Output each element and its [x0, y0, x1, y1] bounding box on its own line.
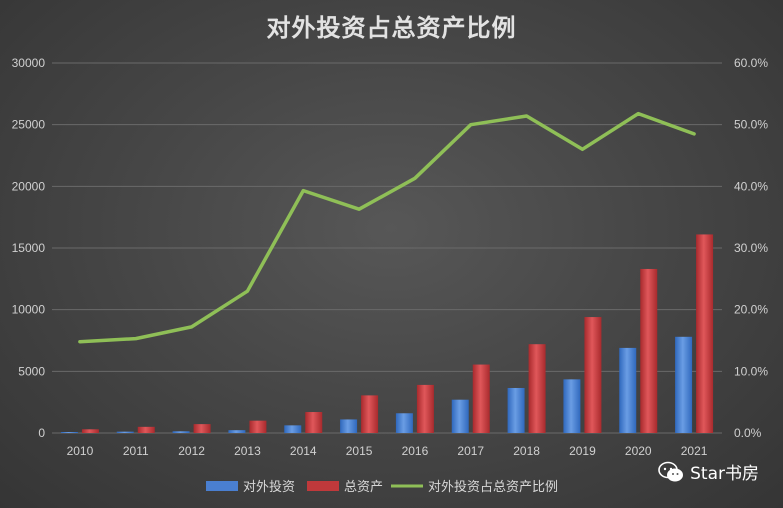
x-tick-label: 2019 — [569, 444, 596, 458]
x-axis-ticks: 2010 2011 2012 2013 2014 2015 2016 2017 2018 2019… — [67, 444, 708, 458]
legend-swatch-investment — [206, 481, 238, 491]
y-right-tick-label: 30.0% — [734, 241, 768, 255]
x-tick-label: 2017 — [457, 444, 484, 458]
y-left-tick-label: 20000 — [12, 179, 46, 193]
bar-total-assets-2011 — [137, 426, 155, 433]
bar-investment-2021 — [675, 336, 693, 433]
y-left-tick-label: 15000 — [12, 241, 46, 255]
bar-investment-2016 — [395, 413, 413, 433]
wechat-icon — [658, 461, 684, 481]
y-right-tick-label: 60.0% — [734, 56, 768, 70]
x-tick-label: 2016 — [402, 444, 429, 458]
bar-investment-2014 — [284, 425, 302, 433]
bar-total-assets-2010 — [81, 429, 99, 433]
legend: 对外投资 总资产 对外投资占总资产比例 — [206, 479, 558, 495]
bar-total-assets-2017 — [472, 364, 490, 433]
bar-series — [60, 234, 714, 433]
legend-label-total-assets: 总资产 — [344, 480, 383, 495]
bar-investment-2011 — [116, 431, 134, 433]
bar-investment-2018 — [507, 387, 525, 433]
x-tick-label: 2014 — [290, 444, 317, 458]
x-tick-label: 2020 — [625, 444, 652, 458]
bar-total-assets-2015 — [361, 395, 379, 433]
legend-label-investment: 对外投资 — [243, 479, 295, 495]
bar-investment-2019 — [563, 379, 581, 433]
bar-total-assets-2014 — [305, 412, 323, 433]
bar-investment-2012 — [172, 431, 190, 433]
legend-label-ratio: 对外投资占总资产比例 — [428, 479, 558, 495]
y-right-tick-label: 20.0% — [734, 303, 768, 317]
y-right-tick-label: 0.0% — [734, 426, 762, 440]
x-tick-label: 2011 — [123, 444, 149, 458]
ratio-line — [78, 111, 696, 344]
y-right-tick-label: 50.0% — [734, 118, 768, 132]
x-tick-label: 2012 — [178, 444, 205, 458]
bar-total-assets-2021 — [696, 234, 714, 433]
y-left-tick-label: 10000 — [12, 303, 46, 317]
bar-total-assets-2019 — [584, 317, 602, 433]
y-left-tick-label: 5000 — [18, 364, 45, 378]
bar-investment-2010 — [60, 432, 78, 433]
x-tick-label: 2015 — [346, 444, 373, 458]
bar-investment-2015 — [340, 419, 358, 433]
y-right-tick-label: 40.0% — [734, 179, 768, 193]
bar-total-assets-2020 — [640, 268, 658, 433]
watermark-text: Star书房 — [690, 464, 759, 484]
x-tick-label: 2018 — [513, 444, 540, 458]
y-left-tick-label: 30000 — [12, 56, 46, 70]
y-left-tick-label: 0 — [38, 426, 45, 440]
legend-swatch-total-assets — [307, 481, 339, 491]
bar-investment-2013 — [228, 430, 246, 433]
line-series — [78, 111, 696, 344]
x-tick-label: 2010 — [67, 444, 94, 458]
left-axis-ticks: 0 5000 10000 15000 20000 25000 30000 — [12, 56, 46, 440]
x-tick-label: 2021 — [681, 444, 708, 458]
watermark: Star书房 — [658, 459, 759, 484]
grid-lines — [52, 62, 722, 434]
bar-total-assets-2018 — [528, 344, 546, 433]
y-right-tick-label: 10.0% — [734, 364, 768, 378]
bar-total-assets-2016 — [416, 384, 434, 433]
bar-investment-2017 — [451, 399, 469, 433]
bar-investment-2020 — [619, 347, 637, 433]
right-axis-ticks: 0.0% 10.0% 20.0% 30.0% 40.0% 50.0% 60.0% — [734, 56, 768, 440]
chart-title: 对外投资占总资产比例 — [266, 14, 517, 42]
x-tick-label: 2013 — [234, 444, 261, 458]
y-left-tick-label: 25000 — [12, 118, 46, 132]
bar-total-assets-2013 — [249, 420, 267, 433]
bar-total-assets-2012 — [193, 424, 211, 433]
